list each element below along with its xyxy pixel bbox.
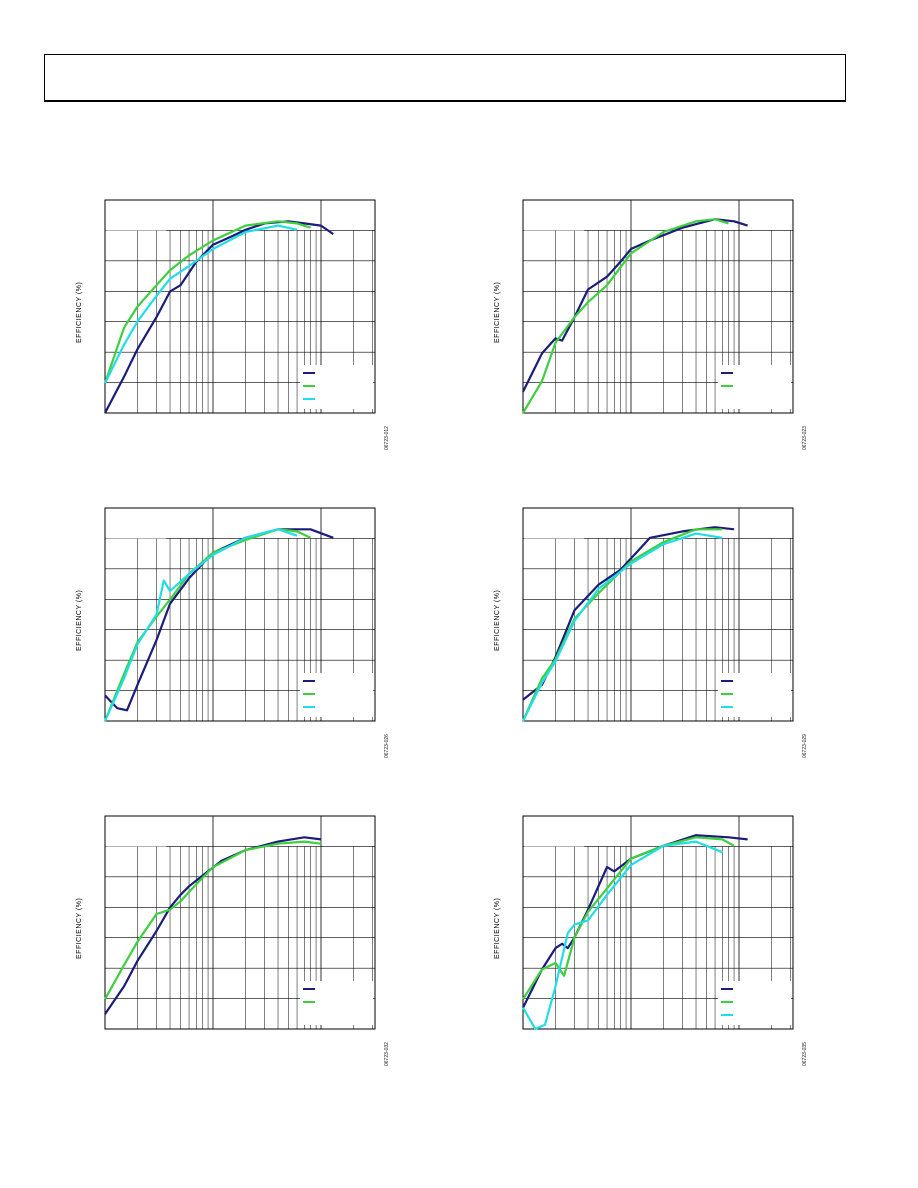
chart-panel-1: EFFICIENCY (%) 06723-012 <box>72 195 390 485</box>
blank-area <box>524 201 584 231</box>
efficiency-chart-5 <box>104 815 376 1030</box>
series-line-green <box>103 220 311 384</box>
chart-panel-2: EFFICIENCY (%) 06723-023 <box>490 195 808 485</box>
figure-code: 06723-032 <box>384 1042 390 1066</box>
series-line-navy <box>104 836 322 1015</box>
page-header-box <box>44 54 846 102</box>
series-line-green <box>521 528 723 722</box>
efficiency-chart-2 <box>522 199 794 414</box>
efficiency-chart-6 <box>522 815 794 1031</box>
chart-panel-4: EFFICIENCY (%) 06723-029 <box>490 503 808 793</box>
figure-code: 06723-029 <box>802 734 808 758</box>
blank-area <box>106 201 166 231</box>
series-line-cyan <box>103 528 298 722</box>
series-line-navy <box>104 220 334 414</box>
series-line-navy <box>522 834 748 1009</box>
figure-code: 06723-035 <box>802 1042 808 1066</box>
series-line-cyan <box>522 840 723 1031</box>
figure-code: 06723-023 <box>802 426 808 450</box>
series-line-green <box>522 218 729 414</box>
series-line-cyan <box>522 532 723 722</box>
figure-code: 06723-026 <box>384 734 390 758</box>
chart-panel-3: EFFICIENCY (%) 06723-026 <box>72 503 390 793</box>
figure-code: 06723-012 <box>384 426 390 450</box>
series-line-green <box>522 836 735 1000</box>
efficiency-chart-4 <box>521 507 794 722</box>
blank-area <box>106 817 166 847</box>
blank-area <box>106 509 166 539</box>
chart-panel-6: EFFICIENCY (%) 06723-035 <box>490 811 808 1101</box>
blank-area <box>524 509 584 539</box>
series-line-green <box>104 840 322 1000</box>
efficiency-chart-3 <box>103 507 376 722</box>
chart-panel-5: EFFICIENCY (%) 06723-032 <box>72 811 390 1101</box>
series-line-cyan <box>104 224 298 384</box>
blank-area <box>524 817 584 847</box>
efficiency-chart-1 <box>103 199 376 414</box>
